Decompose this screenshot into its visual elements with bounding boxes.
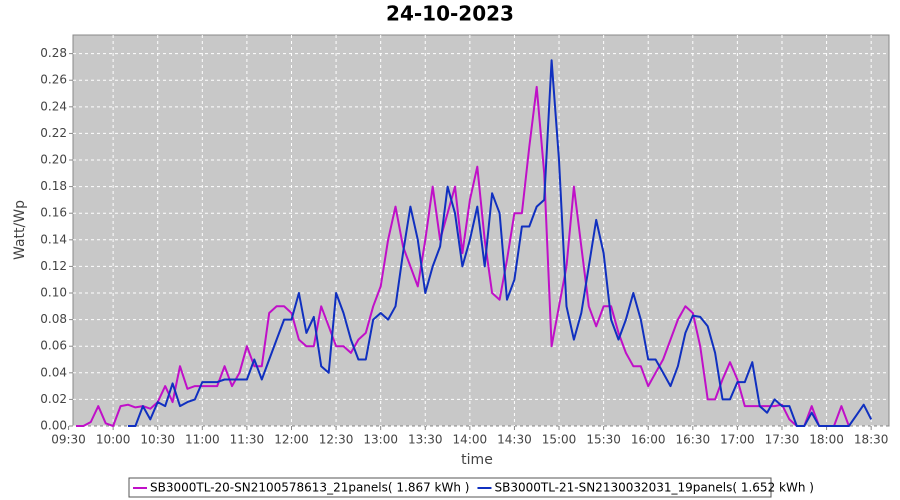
x-tick-label: 15:00 (542, 433, 577, 447)
y-tick-label: 0.04 (40, 365, 67, 379)
x-tick-label: 13:00 (363, 433, 398, 447)
x-tick-label: 12:30 (319, 433, 354, 447)
y-tick-label: 0.24 (40, 99, 67, 113)
y-tick-label: 0.02 (40, 392, 67, 406)
legend-label: SB3000TL-20-SN2100578613_21panels( 1.867… (150, 481, 469, 495)
x-tick-label: 12:00 (274, 433, 309, 447)
y-tick-label: 0.26 (40, 73, 67, 87)
y-tick-label: 0.10 (40, 286, 67, 300)
y-tick-label: 0.20 (40, 153, 67, 167)
x-tick-label: 17:00 (720, 433, 755, 447)
chart-title: 24-10-2023 (386, 2, 514, 26)
x-tick-label: 18:30 (854, 433, 889, 447)
y-tick-label: 0.18 (40, 179, 67, 193)
y-tick-label: 0.08 (40, 312, 67, 326)
x-tick-label: 14:00 (453, 433, 488, 447)
y-tick-label: 0.14 (40, 232, 67, 246)
x-tick-label: 10:30 (140, 433, 175, 447)
x-tick-label: 18:00 (809, 433, 844, 447)
series-line (128, 59, 873, 427)
x-tick-label: 16:30 (676, 433, 711, 447)
y-tick-label: 0.22 (40, 126, 67, 140)
legend (128, 477, 772, 498)
y-tick-label: 0.06 (40, 339, 67, 353)
y-tick-label: 0.28 (40, 46, 67, 60)
y-axis-label: Watt/Wp (12, 200, 28, 260)
x-tick-label: 15:30 (586, 433, 621, 447)
x-tick-label: 13:30 (408, 433, 443, 447)
x-tick-label: 11:00 (185, 433, 220, 447)
legend-label: SB3000TL-21-SN2130032031_19panels( 1.652… (494, 481, 813, 495)
x-tick-label: 09:30 (51, 433, 86, 447)
x-tick-label: 16:00 (631, 433, 666, 447)
y-tick-label: 0.16 (40, 206, 67, 220)
x-tick-label: 14:30 (497, 433, 532, 447)
x-tick-label: 10:00 (96, 433, 131, 447)
x-tick-label: 11:30 (230, 433, 265, 447)
x-tick-label: 17:30 (765, 433, 800, 447)
y-tick-label: 0.00 (40, 419, 67, 433)
y-tick-label: 0.12 (40, 259, 67, 273)
x-axis-label: time (461, 452, 493, 468)
